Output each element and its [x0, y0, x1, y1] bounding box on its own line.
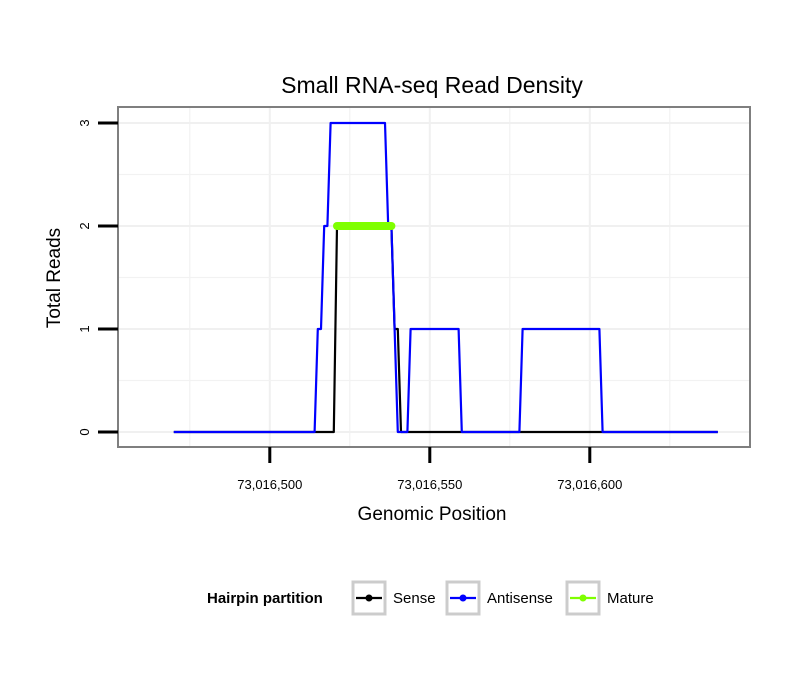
x-axis-title: Genomic Position: [358, 504, 507, 525]
legend-key-dot-sense: [365, 594, 373, 602]
y-tick-label: 0: [77, 428, 92, 435]
legend-label-antisense: Antisense: [487, 590, 553, 607]
series-lines: [173, 121, 718, 434]
legend-label-mature: Mature: [607, 590, 654, 607]
x-tick-label: 73,016,550: [397, 477, 462, 492]
legend-label-sense: Sense: [393, 590, 436, 607]
legend: Hairpin partition Sense Antisense Mature: [207, 580, 654, 616]
chart-title: Small RNA-seq Read Density: [281, 72, 583, 98]
legend-key-dot-mature: [579, 594, 587, 602]
legend-title: Hairpin partition: [207, 590, 323, 607]
x-tick-label: 73,016,600: [557, 477, 622, 492]
legend-key-dot-antisense: [459, 594, 467, 602]
plot-border: [117, 106, 751, 448]
series-line-antisense: [173, 121, 718, 434]
y-tick-label: 2: [77, 222, 92, 229]
grid: [118, 107, 750, 447]
y-tick-label: 1: [77, 325, 92, 332]
y-axis-title: Total Reads: [44, 228, 65, 328]
x-tick-label: 73,016,500: [237, 477, 302, 492]
y-tick-label: 3: [77, 119, 92, 126]
axes: 73,016,500 73,016,550 73,016,600 0 1 2 3: [77, 119, 622, 492]
